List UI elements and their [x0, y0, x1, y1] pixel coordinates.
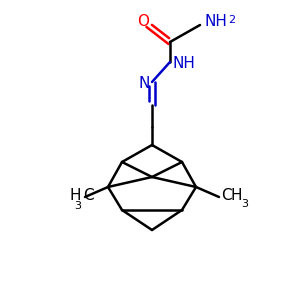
Text: O: O: [137, 14, 149, 28]
Text: H: H: [70, 188, 81, 202]
Text: 3: 3: [241, 199, 248, 209]
Text: NH: NH: [205, 14, 227, 28]
Text: N: N: [138, 76, 150, 92]
Text: 2: 2: [228, 15, 235, 25]
Text: 3: 3: [74, 201, 81, 211]
Text: H: H: [231, 188, 242, 202]
Text: C: C: [83, 188, 94, 202]
Text: NH: NH: [172, 56, 195, 70]
Text: C: C: [221, 188, 232, 202]
